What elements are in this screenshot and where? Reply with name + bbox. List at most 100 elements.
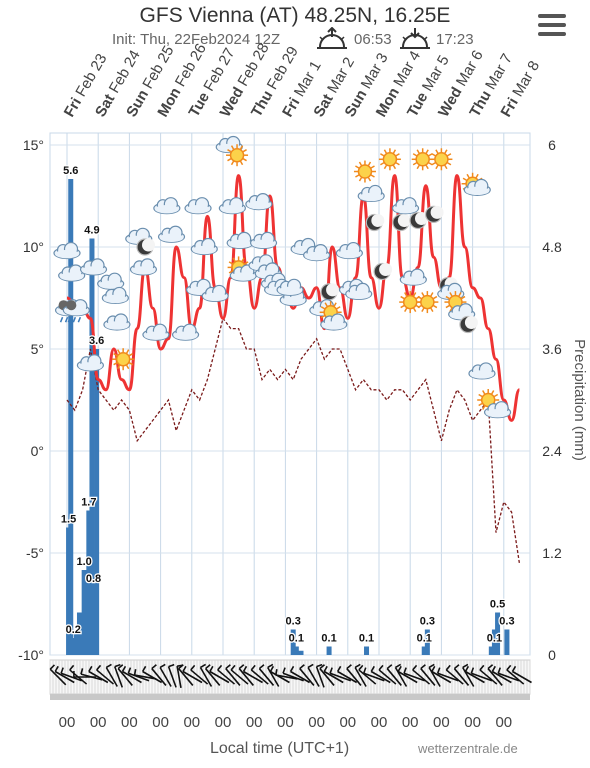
precip-bar [68, 179, 74, 655]
wind-barb-flag [358, 664, 364, 671]
wind-barb [282, 672, 304, 682]
cloud-icon [153, 197, 181, 215]
precip-bar [495, 612, 501, 655]
sun-ray [228, 270, 233, 274]
precip-label: 5.6 [63, 165, 78, 177]
sun-ray [416, 164, 420, 170]
sun-ray [400, 295, 405, 300]
sun-ray [128, 362, 134, 366]
wind-barb [358, 669, 377, 685]
sun-ray [355, 174, 360, 178]
wind-barb-flag [436, 667, 441, 674]
sun-ray [242, 149, 247, 153]
wind-barb-flag [121, 665, 127, 672]
sun-ray [412, 153, 417, 157]
wind-barb-flag [80, 668, 84, 675]
cloud-fill [321, 321, 346, 330]
wind-barb [315, 666, 325, 688]
cloud-icon [53, 241, 81, 260]
rain-icon [62, 299, 90, 323]
sun-icon [430, 148, 453, 171]
sun-ray [466, 173, 470, 179]
precip-label: 0.1 [487, 633, 502, 645]
sun-ray [395, 162, 400, 166]
sun-ray [435, 149, 439, 154]
cloud-fill [485, 409, 510, 418]
y-right-tick: 1.2 [542, 545, 562, 561]
wind-barb-flag [141, 665, 147, 672]
precip-bar [290, 629, 296, 655]
cloud-fill [81, 266, 106, 275]
hour-label: 00 [215, 714, 232, 731]
wind-barb [114, 666, 124, 688]
sun-ray [383, 149, 388, 154]
sun-ray [370, 174, 375, 178]
cloud-icon [303, 244, 331, 262]
moon-icon [409, 211, 428, 230]
wind-barb [420, 668, 436, 686]
dewpoint-line [66, 316, 521, 564]
precip-label: 0.3 [286, 616, 301, 628]
cloud-icon [357, 184, 385, 203]
precip-bar [491, 629, 497, 655]
precip-bar [364, 646, 370, 655]
sun-ray [395, 153, 400, 157]
precip-bar [89, 238, 95, 655]
wind-barb-flag [506, 664, 512, 671]
wind-barb [134, 674, 157, 680]
wind-barb [437, 672, 459, 682]
moon-icon [373, 262, 393, 281]
y-right-tick: 6 [548, 137, 556, 153]
wind-barb [378, 669, 397, 685]
sunset-time: 17:23 [436, 31, 474, 48]
sun-ray [417, 304, 422, 309]
wind-barb [190, 669, 209, 685]
cloud-icon [345, 282, 373, 300]
cloud-fill [359, 192, 384, 202]
sunrise-time: 06:53 [354, 31, 392, 48]
precip-bar [91, 587, 97, 655]
wind-barb-flag [420, 664, 426, 670]
credit-link[interactable]: wetterzentrale.de [418, 741, 518, 756]
hour-label: 00 [495, 714, 512, 731]
cloud-icon [320, 313, 348, 331]
sun-disc [229, 147, 245, 163]
sun-ray [227, 158, 232, 162]
sun-ray [392, 149, 397, 154]
sun-ray [239, 160, 244, 166]
wind-barb [238, 668, 254, 686]
sun-ray [444, 164, 448, 170]
wind-barb-flag [428, 663, 435, 669]
sun-ray [242, 158, 247, 162]
wind-barb-flag [491, 665, 496, 672]
cloud-icon [218, 197, 246, 215]
cloud-fill [281, 296, 306, 306]
y-right-tick: 3.6 [542, 341, 562, 357]
cloud-fill [228, 239, 253, 249]
sun-ray [324, 302, 328, 307]
wind-barb-flag [497, 667, 502, 674]
cloud-icon [201, 284, 229, 303]
sun-ray [445, 304, 450, 309]
sun-ray [435, 164, 439, 170]
wind-barb-flag [182, 665, 187, 672]
sun-ray [358, 177, 363, 182]
cloud-icon [101, 286, 129, 305]
rain-drop [59, 316, 64, 323]
menu-icon[interactable] [538, 14, 566, 36]
moon-shine [397, 214, 411, 228]
wind-barb-flag [151, 664, 157, 670]
wind-barb-flag [412, 664, 418, 671]
wind-barb-flag [307, 663, 314, 669]
wind-barb [512, 670, 532, 684]
wind-barb [142, 670, 163, 684]
sun-ray [447, 153, 452, 157]
wind-barb-flag [88, 665, 93, 672]
sun-ray [430, 307, 434, 312]
sun-ray [358, 161, 363, 166]
wind-barb-flag [464, 665, 470, 672]
sun-ray [380, 162, 385, 166]
precip-label: 1.5 [61, 514, 76, 526]
precip-label: 1.0 [77, 556, 92, 568]
